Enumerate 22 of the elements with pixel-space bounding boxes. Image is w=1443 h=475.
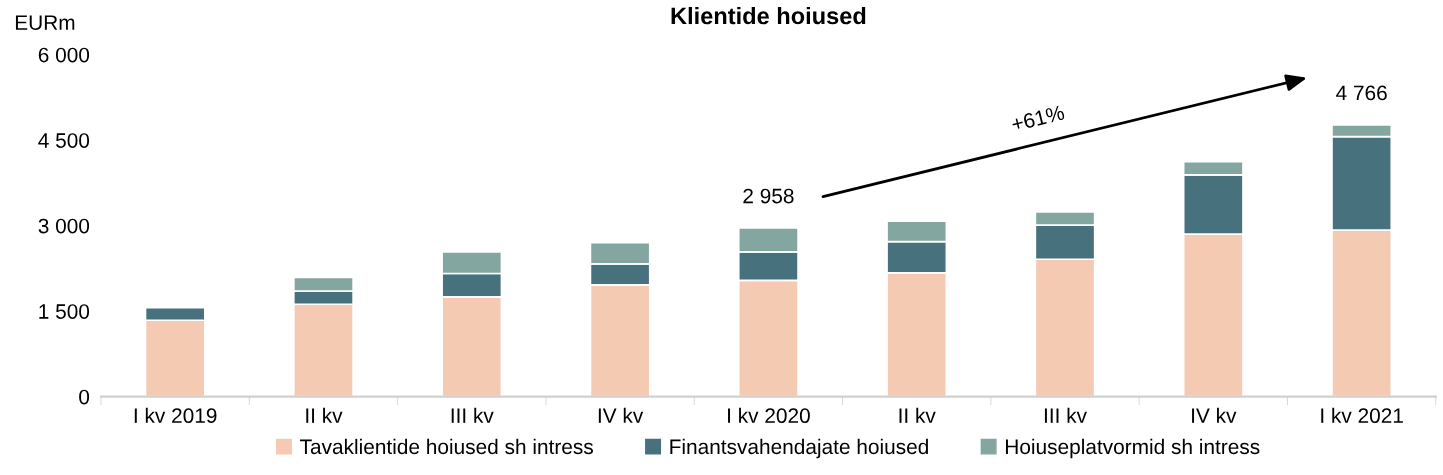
x-tick-label: III kv (1044, 407, 1087, 423)
x-tick-label: I kv 2021 (1321, 407, 1403, 424)
x-tick-label: I kv 2019 (134, 407, 217, 424)
x-tick-label: IV kv (1192, 407, 1237, 423)
x-tick-label: II kv (306, 407, 343, 423)
x-tick-label: II kv (899, 407, 936, 423)
annotation: +61% (1010, 104, 1065, 132)
x-tick-label: IV kv (598, 407, 644, 423)
legend-label: Finantsvahendajate hoiused (670, 438, 928, 459)
y-axis-title: EURm (15, 15, 75, 30)
x-tick-label: III kv (451, 407, 494, 423)
chart-title: Klientide hoiused (671, 6, 866, 25)
legend-label: Hoiuseplatvormid sh intress (1005, 438, 1260, 459)
y-tick-label: 1 500 (39, 304, 90, 319)
x-tick-label: I kv 2020 (728, 407, 810, 424)
legend-label: Tavaklientide hoiused sh intress (300, 438, 593, 455)
y-tick-label: 4 500 (38, 133, 90, 148)
total-label: 4 766 (1336, 85, 1387, 101)
y-tick-label: 3 000 (38, 218, 90, 234)
total-label: 2 958 (743, 188, 794, 204)
y-tick-label: 0 (79, 389, 90, 405)
y-tick-label: 6 000 (38, 47, 90, 63)
